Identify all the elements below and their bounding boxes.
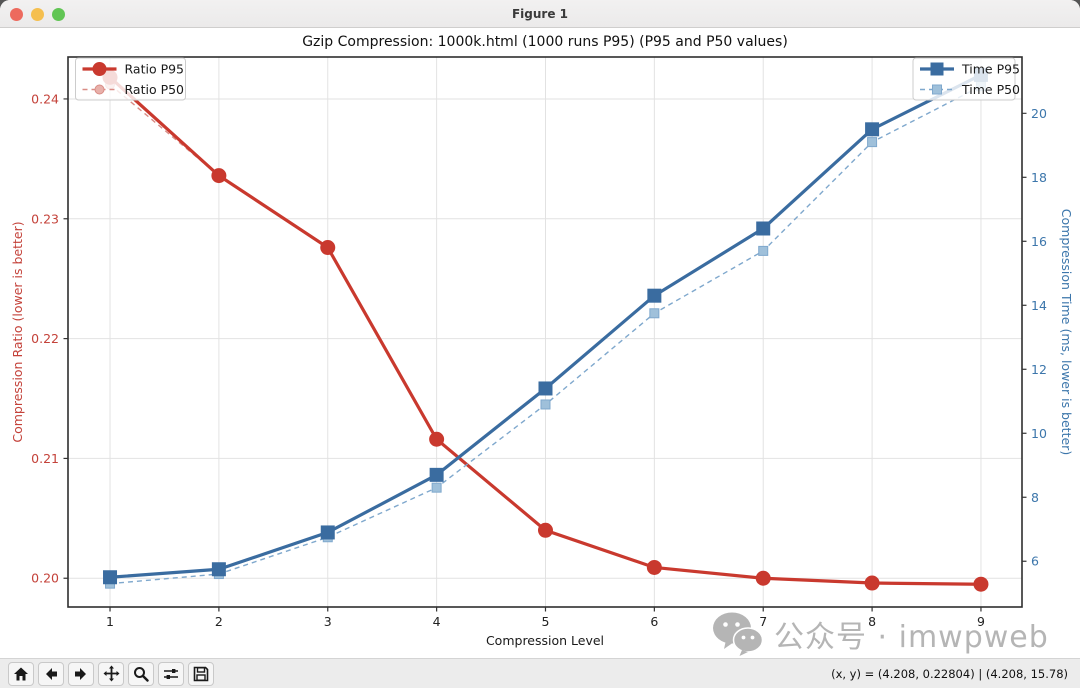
gridlines <box>68 57 1022 607</box>
fullscreen-button[interactable] <box>52 7 65 21</box>
right-tick-label: 8 <box>1031 490 1039 505</box>
legend-entry: Time P50 <box>961 82 1020 97</box>
subplots-button[interactable] <box>158 661 184 686</box>
right-tick-label: 16 <box>1031 234 1047 249</box>
left-tick-label: 0.20 <box>31 571 59 586</box>
right-tick-label: 6 <box>1031 554 1039 569</box>
x-axis-label: Compression Level <box>486 633 604 648</box>
right-axis-label: Compression Time (ms, lower is better) <box>1059 209 1074 455</box>
toolbar: (x, y) = (4.208, 0.22804) | (4.208, 15.7… <box>0 658 1080 688</box>
pan-button[interactable] <box>98 661 124 686</box>
x-tick-label: 3 <box>324 614 332 629</box>
left-axis-label: Compression Ratio (lower is better) <box>10 221 25 442</box>
titlebar: Figure 1 <box>0 0 1080 28</box>
right-tick-label: 10 <box>1031 426 1047 441</box>
legend-entry: Ratio P50 <box>125 82 185 97</box>
chart: 1 2 3 4 5 6 7 8 90.200.210.220.230.2468101214161… <box>10 34 1074 648</box>
back-button[interactable] <box>38 661 64 686</box>
figure-canvas: 1 2 3 4 5 6 7 8 9 0.20 0.21 0.22 0.23 0.24 6 8 10 12 14 16 1… <box>0 28 1080 658</box>
left-tick-label: 0.21 <box>31 451 59 466</box>
right-tick-label: 14 <box>1031 298 1047 313</box>
left-tick-label: 0.22 <box>31 331 59 346</box>
legend-entry: Time P95 <box>961 62 1020 77</box>
x-tick-label: 4 <box>433 614 441 629</box>
x-tick-label: 9 <box>977 614 985 629</box>
x-tick-label: 6 <box>650 614 658 629</box>
x-tick-label: 1 <box>106 614 114 629</box>
save-button[interactable] <box>188 661 214 686</box>
right-tick-label: 18 <box>1031 170 1047 185</box>
x-tick-label: 2 <box>215 614 223 629</box>
close-button[interactable] <box>10 7 23 21</box>
axis-ticks: 1 2 3 4 5 6 7 8 90.200.210.220.230.2468101214161… <box>31 91 1047 629</box>
left-tick-label: 0.24 <box>31 91 59 106</box>
window-title: Figure 1 <box>511 6 569 21</box>
traffic-lights <box>10 0 65 28</box>
home-button[interactable] <box>8 661 34 686</box>
series-ratio-p95 <box>102 69 989 592</box>
left-tick-label: 0.23 <box>31 211 59 226</box>
legend-entry: Ratio P95 <box>125 62 185 77</box>
forward-button[interactable] <box>68 661 94 686</box>
right-tick-label: 20 <box>1031 106 1047 121</box>
chart-title: Gzip Compression: 1000k.html (1000 runs … <box>302 34 788 50</box>
zoom-button[interactable] <box>128 661 154 686</box>
x-tick-label: 5 <box>542 614 550 629</box>
x-tick-label: 8 <box>868 614 876 629</box>
right-tick-label: 12 <box>1031 362 1047 377</box>
legend-left: Ratio P95 Ratio P50 <box>75 57 186 101</box>
legend-right: Time P95 Time P50 <box>912 57 1020 101</box>
x-tick-label: 7 <box>759 614 767 629</box>
minimize-button[interactable] <box>31 7 44 21</box>
cursor-position-readout: (x, y) = (4.208, 0.22804) | (4.208, 15.7… <box>831 667 1068 681</box>
